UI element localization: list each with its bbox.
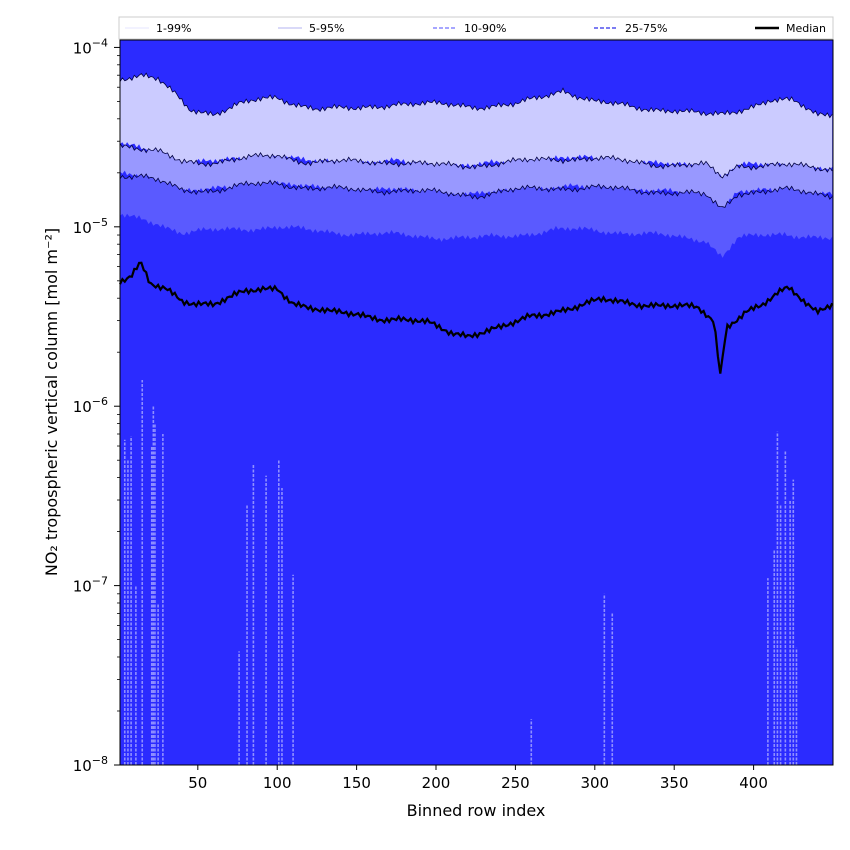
legend-label: Median <box>786 22 826 35</box>
legend-label: 5-95% <box>309 22 344 35</box>
x-tick-label: 300 <box>580 774 609 792</box>
y-tick-label: 10−4 <box>73 36 108 57</box>
x-tick-label: 200 <box>422 774 451 792</box>
band-edge-upper <box>119 173 833 208</box>
y-tick-label: 10−6 <box>73 395 108 416</box>
band-edge-upper <box>119 72 833 119</box>
x-tick-label: 100 <box>263 774 292 792</box>
x-tick-label: 350 <box>660 774 689 792</box>
y-axis-ticks: 10−8 10−7 10−6 10−5 10−4 <box>73 36 120 775</box>
y-tick-label: 10−8 <box>73 754 108 775</box>
x-tick-label: 50 <box>188 774 207 792</box>
band-edge-upper <box>119 143 833 179</box>
median-line <box>119 261 834 374</box>
y-tick-label: 10−5 <box>73 216 108 237</box>
x-axis-ticks: 50 100 150 200 250 300 350 400 <box>188 765 768 792</box>
median-layer <box>119 261 834 374</box>
legend-box <box>118 16 834 40</box>
x-axis-label: Binned row index <box>407 801 546 820</box>
legend-label: 25-75% <box>625 22 667 35</box>
y-tick-label: 10−7 <box>73 575 108 596</box>
y-axis-label: NO₂ tropospheric vertical column [mol m⁻… <box>42 228 61 576</box>
x-tick-label: 250 <box>501 774 530 792</box>
x-tick-label: 150 <box>342 774 371 792</box>
spikes-layer <box>123 379 798 765</box>
plot-frame <box>119 39 834 766</box>
band-10-90 <box>120 143 833 212</box>
legend: 1-99% 5-95% 10-90% 25-75% Median <box>118 16 834 40</box>
legend-label: 10-90% <box>464 22 506 35</box>
band-5-95 <box>120 73 833 180</box>
legend-label: 1-99% <box>156 22 191 35</box>
x-tick-label: 400 <box>739 774 768 792</box>
band-25-75 <box>120 174 833 258</box>
bands-layer <box>119 40 833 765</box>
